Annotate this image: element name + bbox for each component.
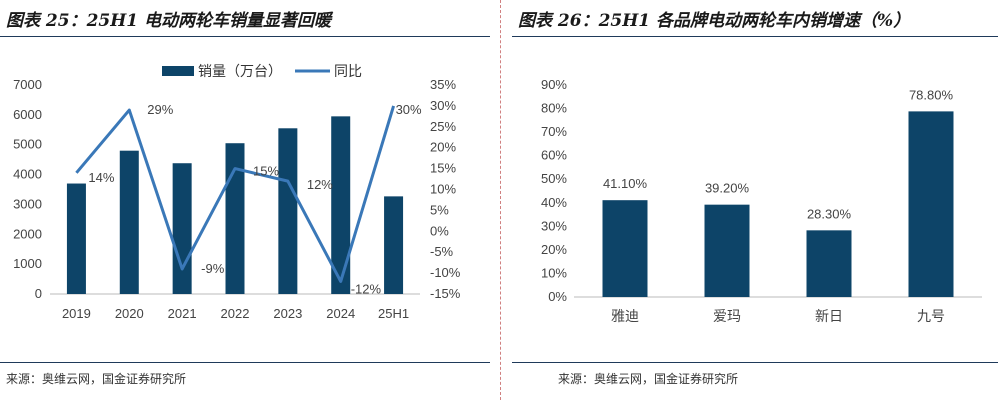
legend-label-yoy: 同比 [334,63,362,79]
y-left-tick-label: 3000 [13,196,42,211]
y-right-tick-label: 5% [430,202,449,217]
sales-bar [119,150,139,294]
x-tick-label: 九号 [917,308,945,324]
bar-data-label: 39.20% [705,181,750,196]
y-tick-label: 60% [541,148,567,163]
right-source-rule [512,362,998,363]
y-right-tick-label: 0% [430,223,449,238]
sales-bar [172,163,192,294]
x-tick-label: 新日 [815,308,843,324]
y-tick-label: 80% [541,101,567,116]
yoy-data-label: -9% [201,261,225,276]
x-tick-label: 2019 [62,306,91,321]
y-tick-label: 40% [541,195,567,210]
right-panel-title: 图表 26：25H1 各品牌电动两轮车内销增速（%） [518,11,911,31]
right-panel: 图表 26：25H1 各品牌电动两轮车内销增速（%） 0% 10% 20% 30% 40… [512,0,998,400]
y-right-tick-label: 10% [430,182,456,197]
y-left-tick-label: 1000 [13,256,42,271]
y-right-tick-label: 35% [430,77,456,92]
y-left-tick-label: 6000 [13,107,42,122]
x-tick-label: 雅迪 [611,308,639,324]
y-right-tick-label: -10% [430,265,461,280]
growth-bar [908,111,954,297]
legend-label-sales: 销量（万台） [198,63,282,79]
y-tick-label: 20% [541,242,567,257]
y-tick-label: 90% [541,77,567,92]
x-tick-label: 25H1 [378,306,409,321]
sales-bar [331,116,351,294]
x-tick-label: 爱玛 [713,308,741,324]
left-panel-source: 来源：奥维云网，国金证券研究所 [6,372,187,386]
growth-bar [602,200,648,297]
y-right-tick-label: 30% [430,98,456,113]
right-title-rule [512,36,998,37]
y-right-tick-label: 25% [430,119,456,134]
bar-data-label: 41.10% [603,176,648,191]
y-left-tick-label: 2000 [13,226,42,241]
y-right-tick-label: 15% [430,161,456,176]
x-tick-label: 2022 [221,306,250,321]
y-tick-label: 30% [541,218,567,233]
right-panel-source: 来源：奥维云网，国金证券研究所 [558,372,739,386]
yoy-line [75,105,396,283]
y-left-tick-label: 7000 [13,77,42,92]
sales-bar [384,196,404,294]
yoy-data-label: 15% [253,164,279,179]
x-tick-label: 2020 [115,306,144,321]
sales-bar [66,183,86,294]
brand-growth-chart: 0% 10% 20% 30% 40% 50% 60% 70% 80% 90% 41.10% 雅迪 39.… [541,77,982,324]
y-tick-label: 0% [548,289,567,304]
y-left-tick-label: 0 [35,286,42,301]
left-panel-title: 图表 25：25H1 电动两轮车销量显著回暖 [6,11,332,31]
yoy-data-label: 12% [307,177,333,192]
left-source-rule [0,362,490,363]
y-left-tick-label: 4000 [13,167,42,182]
yoy-data-label: 30% [396,102,422,117]
sales-bar [278,128,298,294]
growth-bar [806,230,852,297]
bar-data-label: 78.80% [909,87,954,102]
legend-swatch-sales [162,66,194,76]
sales-bar [225,143,245,294]
y-tick-label: 70% [541,124,567,139]
x-tick-label: 2021 [168,306,197,321]
x-tick-label: 2024 [326,306,355,321]
x-tick-label: 2023 [273,306,302,321]
yoy-data-label: -12% [351,281,382,296]
y-right-tick-label: -5% [430,244,454,259]
y-right-tick-label: 20% [430,140,456,155]
panel-divider [500,0,501,400]
sales-chart: 0 1000 2000 3000 4000 5000 6000 7000 -15% -10% -5%… [13,63,461,321]
left-title-rule [0,36,490,37]
y-tick-label: 10% [541,265,567,280]
left-panel: 图表 25：25H1 电动两轮车销量显著回暖 0 1000 2000 3000 4000… [0,0,490,400]
y-right-tick-label: -15% [430,286,461,301]
growth-bar [704,204,750,297]
y-tick-label: 50% [541,171,567,186]
bar-data-label: 28.30% [807,206,852,221]
yoy-data-label: 29% [147,102,173,117]
y-left-tick-label: 5000 [13,137,42,152]
yoy-data-label: 14% [88,170,114,185]
